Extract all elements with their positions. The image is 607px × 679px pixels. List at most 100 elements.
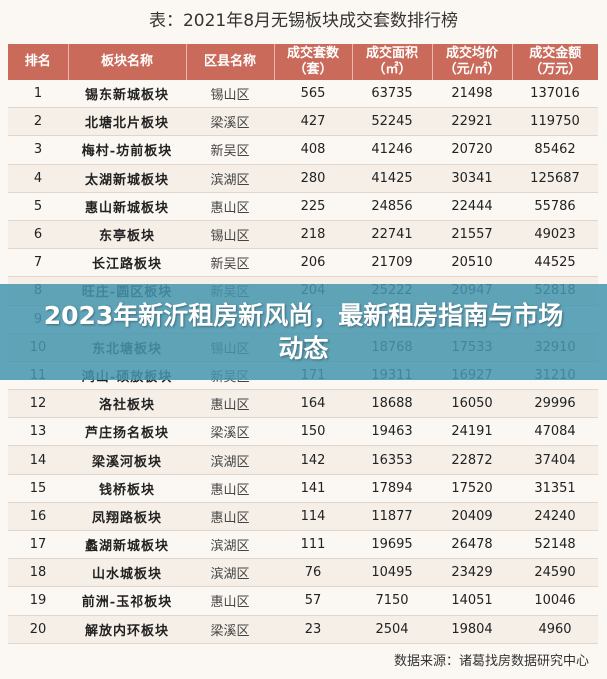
rank-cell: 1: [8, 80, 68, 109]
units-cell: 225: [274, 192, 352, 221]
district-cell: 滨湖区: [186, 530, 274, 560]
district-cell: 梁溪区: [186, 417, 274, 447]
units-cell: 141: [274, 474, 352, 503]
district-cell: 惠山区: [186, 389, 274, 419]
block-name-cell: 锡东新城板块: [68, 80, 186, 109]
avg-price-cell: 22444: [432, 192, 512, 221]
area-cell: 11877: [352, 502, 432, 532]
amount-cell: 4960: [512, 615, 598, 644]
avg-price-cell: 14051: [432, 586, 512, 616]
area-cell: 52245: [352, 107, 432, 137]
district-cell: 惠山区: [186, 192, 274, 221]
avg-price-cell: 16050: [432, 389, 512, 419]
area-cell: 19695: [352, 530, 432, 560]
avg-price-cell: 26478: [432, 530, 512, 560]
amount-cell: 119750: [512, 107, 598, 137]
units-cell: 114: [274, 502, 352, 532]
units-cell: 427: [274, 107, 352, 137]
amount-cell: 31351: [512, 474, 598, 503]
table-row: 1 锡东新城板块 锡山区 565 63735 21498 137016: [8, 80, 598, 109]
table-row: 17 蠡湖新城板块 滨湖区 111 19695 26478 52148: [8, 530, 598, 560]
district-cell: 惠山区: [186, 502, 274, 532]
table-row: 12 洛社板块 惠山区 164 18688 16050 29996: [8, 389, 598, 419]
amount-cell: 49023: [512, 220, 598, 250]
rank-cell: 4: [8, 164, 68, 193]
block-name-cell: 前洲-玉祁板块: [68, 586, 186, 616]
data-source-note: 数据来源：诸葛找房数据研究中心: [393, 654, 589, 669]
avg-price-cell: 21557: [432, 220, 512, 250]
avg-price-cell: 23429: [432, 558, 512, 588]
units-cell: 111: [274, 530, 352, 560]
units-cell: 76: [274, 558, 352, 588]
district-cell: 锡山区: [186, 80, 274, 109]
units-cell: 565: [274, 80, 352, 109]
block-name-cell: 洛社板块: [68, 389, 186, 419]
rank-cell: 3: [8, 135, 68, 165]
area-cell: 41425: [352, 164, 432, 193]
avg-price-cell: 20720: [432, 135, 512, 165]
avg-price-cell: 24191: [432, 417, 512, 447]
rank-cell: 15: [8, 474, 68, 503]
column-header: 区县名称: [186, 44, 275, 80]
units-cell: 280: [274, 164, 352, 193]
amount-cell: 24240: [512, 502, 598, 532]
amount-cell: 37404: [512, 445, 598, 475]
table-header-row: 排名 板块名称 区县名称 成交套数 （套） 成交面积 （㎡） 成交均价 （元/㎡） 成交金额…: [8, 44, 598, 80]
district-cell: 锡山区: [186, 220, 274, 250]
avg-price-cell: 20510: [432, 248, 512, 278]
table-row: 14 梁溪河板块 滨湖区 142 16353 22872 37404: [8, 445, 598, 475]
rank-cell: 6: [8, 220, 68, 250]
headline-banner: 2023年新沂租房新风尚，最新租房指南与市场动态: [0, 284, 607, 380]
avg-price-cell: 19804: [432, 615, 512, 644]
amount-cell: 24590: [512, 558, 598, 588]
block-name-cell: 山水城板块: [68, 558, 186, 588]
block-name-cell: 蠡湖新城板块: [68, 530, 186, 560]
area-cell: 16353: [352, 445, 432, 475]
avg-price-cell: 21498: [432, 80, 512, 109]
area-cell: 63735: [352, 80, 432, 109]
column-header: 板块名称: [68, 44, 187, 80]
rank-cell: 14: [8, 445, 68, 475]
units-cell: 23: [274, 615, 352, 644]
table-row: 5 惠山新城板块 惠山区 225 24856 22444 55786: [8, 192, 598, 221]
district-cell: 惠山区: [186, 474, 274, 503]
district-cell: 梁溪区: [186, 615, 274, 644]
units-cell: 218: [274, 220, 352, 250]
column-header: 排名: [8, 44, 69, 80]
table-row: 15 钱桥板块 惠山区 141 17894 17520 31351: [8, 474, 598, 503]
area-cell: 10495: [352, 558, 432, 588]
avg-price-cell: 30341: [432, 164, 512, 193]
table-row: 6 东亭板块 锡山区 218 22741 21557 49023: [8, 220, 598, 250]
avg-price-cell: 20409: [432, 502, 512, 532]
rank-cell: 7: [8, 248, 68, 278]
units-cell: 57: [274, 586, 352, 616]
avg-price-cell: 17520: [432, 474, 512, 503]
amount-cell: 85462: [512, 135, 598, 165]
amount-cell: 55786: [512, 192, 598, 221]
rank-cell: 16: [8, 502, 68, 532]
block-name-cell: 钱桥板块: [68, 474, 186, 503]
table-title: 表：2021年8月无锡板块成交套数排行榜: [148, 11, 459, 31]
block-name-cell: 东亭板块: [68, 220, 186, 250]
block-name-cell: 北塘北片板块: [68, 107, 186, 137]
column-header: 成交面积 （㎡）: [352, 44, 433, 80]
district-cell: 滨湖区: [186, 164, 274, 193]
amount-cell: 44525: [512, 248, 598, 278]
district-cell: 新吴区: [186, 135, 274, 165]
table-row: 3 梅村-坊前板块 新吴区 408 41246 20720 85462: [8, 135, 598, 165]
district-cell: 新吴区: [186, 248, 274, 278]
table-row: 19 前洲-玉祁板块 惠山区 57 7150 14051 10046: [8, 586, 598, 616]
district-cell: 梁溪区: [186, 107, 274, 137]
block-name-cell: 太湖新城板块: [68, 164, 186, 193]
district-cell: 滨湖区: [186, 445, 274, 475]
block-name-cell: 长江路板块: [68, 248, 186, 278]
rank-cell: 19: [8, 586, 68, 616]
avg-price-cell: 22921: [432, 107, 512, 137]
table-row: 7 长江路板块 新吴区 206 21709 20510 44525: [8, 248, 598, 278]
rank-cell: 13: [8, 417, 68, 447]
area-cell: 21709: [352, 248, 432, 278]
area-cell: 7150: [352, 586, 432, 616]
amount-cell: 125687: [512, 164, 598, 193]
table-row: 20 解放内环板块 梁溪区 23 2504 19804 4960: [8, 615, 598, 644]
column-header: 成交套数 （套）: [274, 44, 353, 80]
